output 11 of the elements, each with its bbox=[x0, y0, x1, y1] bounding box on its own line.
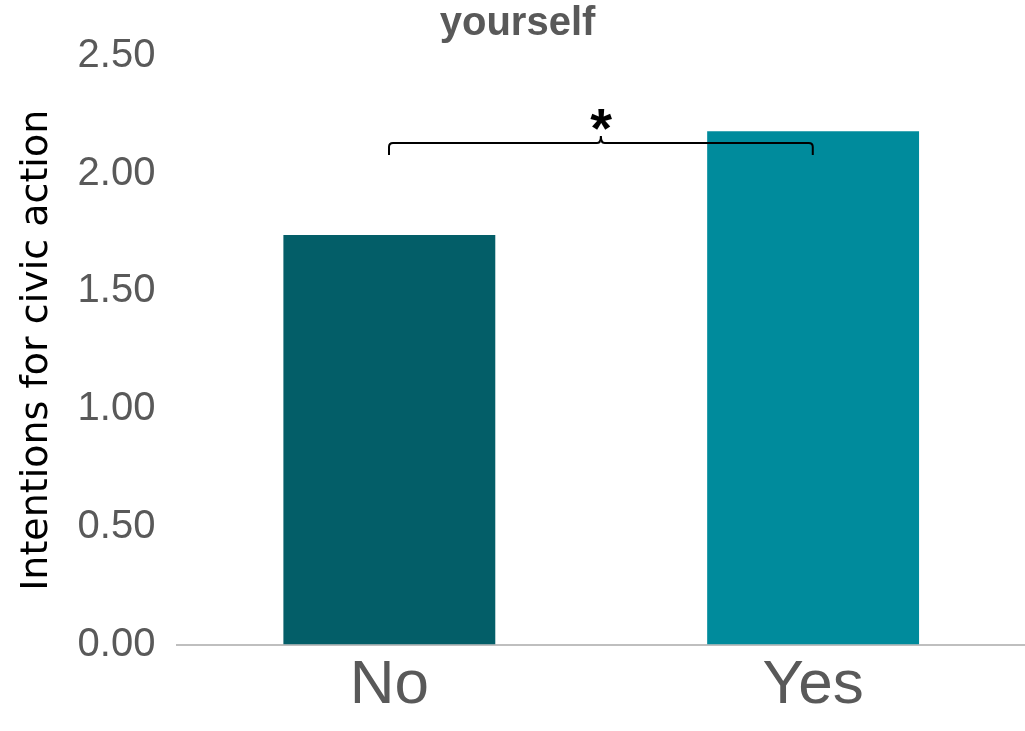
y-tick-label: 1.50 bbox=[77, 266, 156, 311]
chart-title: yourself bbox=[439, 0, 596, 44]
y-tick-label: 0.50 bbox=[77, 501, 156, 546]
x-tick-label: No bbox=[349, 646, 429, 716]
y-tick-label: 2.00 bbox=[77, 148, 156, 193]
y-tick-label: 0.00 bbox=[77, 619, 156, 664]
y-tick-label: 1.00 bbox=[77, 384, 156, 429]
annotation: * bbox=[590, 95, 613, 159]
y-tick-label: 2.50 bbox=[77, 31, 156, 76]
x-tick-label: Yes bbox=[762, 646, 864, 716]
y-axis-title: Intentions for civic action bbox=[11, 109, 56, 591]
